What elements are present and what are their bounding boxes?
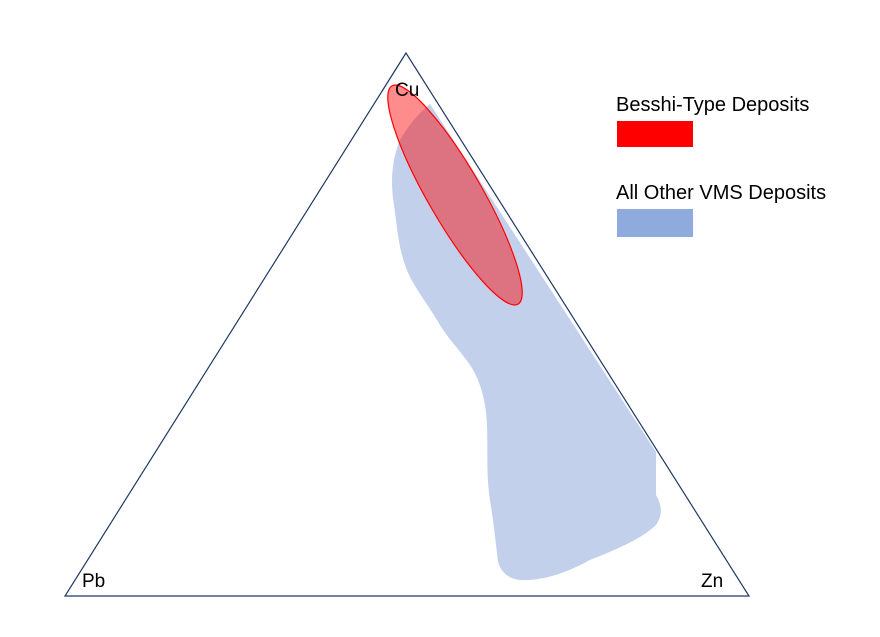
legend-item-other-vms: All Other VMS Deposits [616,182,826,237]
legend: Besshi-Type Deposits All Other VMS Depos… [616,94,826,237]
legend-swatch-besshi [617,121,693,147]
legend-swatch-other-vms [617,209,693,237]
legend-label-other-vms: All Other VMS Deposits [616,182,826,204]
ternary-triangle [63,51,751,597]
legend-item-besshi: Besshi-Type Deposits [616,94,809,147]
legend-label-besshi: Besshi-Type Deposits [616,94,809,116]
vertex-label-zn: Zn [701,571,723,592]
other-vms-field [392,104,661,581]
vertex-label-pb: Pb [82,571,105,592]
vertex-label-cu: Cu [395,80,419,101]
besshi-field [387,84,523,306]
